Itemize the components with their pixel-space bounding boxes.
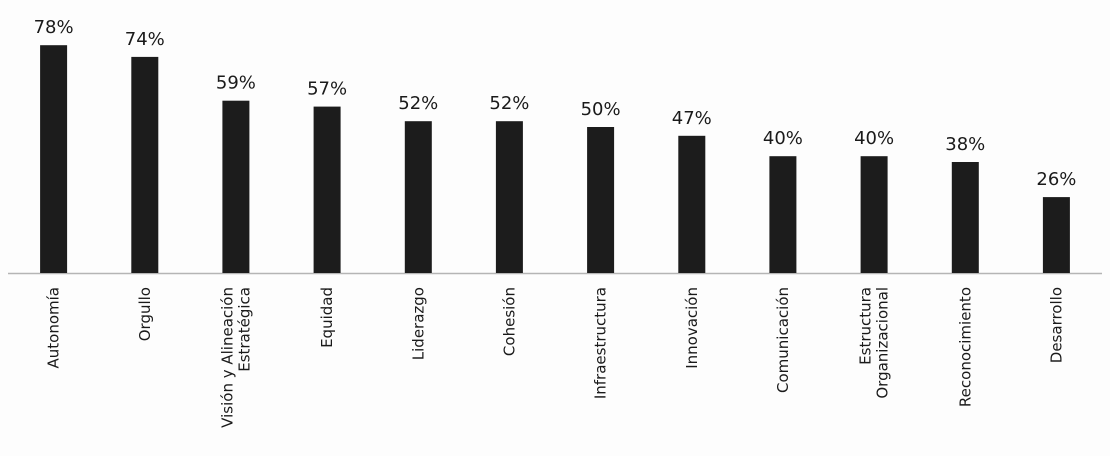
category-label: Orgullo <box>136 287 154 341</box>
category-label-line: Estratégica <box>235 287 253 372</box>
bar-value-label: 47% <box>672 108 712 129</box>
value-labels-group: 78% 74% 59% 57% 52% 52% 50% 47% 40% 40% 38% 26% <box>34 17 1077 190</box>
bar <box>1042 197 1070 273</box>
bar-value-label: 74% <box>125 29 165 50</box>
category-label: Autonomía <box>45 287 63 368</box>
category-label-line: Visión y Alineación <box>218 287 236 428</box>
bar <box>495 121 523 273</box>
bars-group <box>40 45 1070 274</box>
bar-value-label: 52% <box>398 93 438 114</box>
bar-value-label: 40% <box>854 128 894 149</box>
bar <box>860 156 888 273</box>
bar <box>222 100 250 273</box>
category-label-line: Infraestructura <box>592 287 610 399</box>
category-labels-group: Autonomía Orgullo Visión y AlineaciónEstra… <box>45 287 1066 428</box>
category-label: Liderazgo <box>409 287 427 360</box>
category-label: Comunicación <box>774 287 792 393</box>
category-label-line: Comunicación <box>774 287 792 393</box>
category-label-line: Reconocimiento <box>956 287 974 407</box>
category-label: Visión y AlineaciónEstratégica <box>218 287 253 428</box>
category-label-line: Estructura <box>857 287 875 365</box>
category-label: Equidad <box>318 287 336 348</box>
category-label-line: Innovación <box>683 287 701 369</box>
bar <box>951 162 979 273</box>
bar <box>131 56 159 274</box>
bar <box>40 45 68 274</box>
category-label: Cohesión <box>500 287 518 356</box>
bar <box>404 121 432 273</box>
bar <box>678 135 706 273</box>
category-label-line: Cohesión <box>500 287 518 356</box>
bar-value-label: 40% <box>763 128 803 149</box>
bar-value-label: 38% <box>945 134 985 155</box>
bar <box>313 106 341 273</box>
bar-value-label: 59% <box>216 73 256 94</box>
category-label-line: Desarrollo <box>1047 287 1065 363</box>
bar-value-label: 50% <box>581 99 621 120</box>
category-label-line: Organizacional <box>874 287 892 399</box>
category-label: EstructuraOrganizacional <box>857 287 892 399</box>
category-label-line: Equidad <box>318 287 336 348</box>
bar-value-label: 26% <box>1036 169 1076 190</box>
bar <box>587 127 615 273</box>
bar-value-label: 57% <box>307 79 347 100</box>
category-label: Infraestructura <box>592 287 610 399</box>
category-label: Innovación <box>683 287 701 369</box>
category-label: Reconocimiento <box>956 287 974 407</box>
bar-value-label: 78% <box>34 17 74 38</box>
category-label: Desarrollo <box>1047 287 1065 363</box>
bar <box>769 156 797 273</box>
category-label-line: Autonomía <box>45 287 63 368</box>
bar-value-label: 52% <box>489 93 529 114</box>
category-label-line: Liderazgo <box>409 287 427 360</box>
category-label-line: Orgullo <box>136 287 154 341</box>
